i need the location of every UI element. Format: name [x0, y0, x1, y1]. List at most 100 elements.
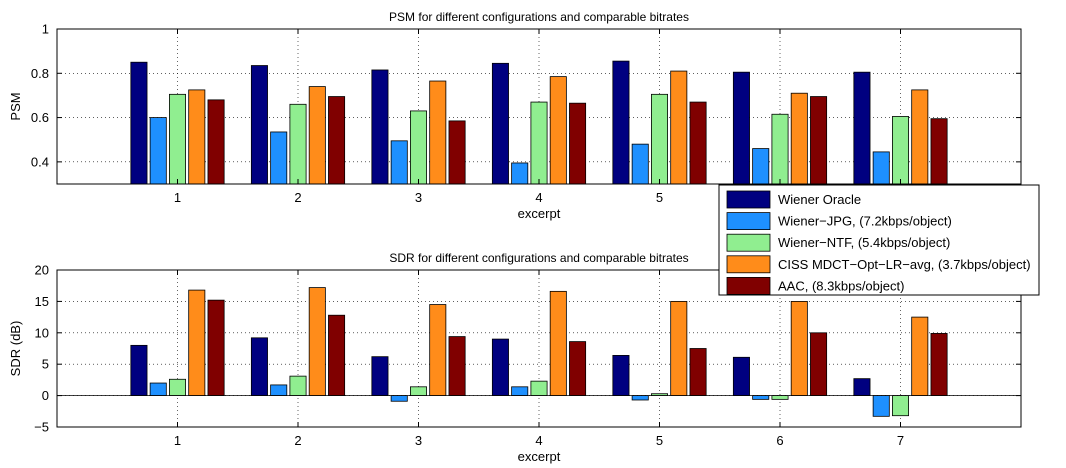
x-tick-label: 7 — [897, 433, 904, 448]
bar — [188, 89, 206, 185]
x-tick-label: 1 — [174, 433, 181, 448]
bar — [169, 378, 186, 397]
bar — [872, 395, 890, 417]
bar — [530, 101, 548, 185]
bar — [892, 116, 909, 185]
bar — [752, 148, 770, 185]
bar — [752, 395, 770, 400]
legend-label: CISS MDCT−Opt−LR−avg, (3.7kbps/object) — [778, 257, 1031, 272]
bar — [250, 65, 268, 185]
legend-label: Wiener−NTF, (5.4kbps/object) — [778, 235, 950, 250]
bar — [250, 337, 268, 397]
bar — [270, 384, 288, 397]
bar — [188, 289, 206, 397]
bar — [511, 162, 529, 185]
bar — [892, 395, 909, 417]
x-axis-label: excerpt — [518, 449, 561, 464]
bar — [491, 62, 509, 185]
bar — [930, 118, 948, 185]
bar — [390, 395, 408, 402]
bar — [328, 314, 346, 397]
psm-chart: PSM for different configurations and com… — [8, 10, 1022, 221]
legend-label: Wiener−JPG, (7.2kbps/object) — [778, 214, 952, 229]
y-tick-label: 20 — [35, 263, 49, 278]
y-tick-label: 10 — [35, 325, 49, 340]
x-tick-label: 5 — [656, 190, 663, 205]
bar — [149, 382, 167, 397]
legend-label: AAC, (8.3kbps/object) — [778, 278, 904, 293]
x-tick-label: 1 — [174, 190, 181, 205]
x-tick-label: 3 — [415, 190, 422, 205]
bar — [569, 341, 587, 397]
bar — [410, 110, 427, 185]
bar — [771, 113, 789, 185]
x-axis-label: excerpt — [518, 206, 561, 221]
bar — [410, 386, 427, 397]
bar — [732, 71, 750, 185]
x-tick-label: 5 — [656, 433, 663, 448]
bar — [289, 103, 307, 185]
bar — [569, 102, 587, 185]
chart-title: SDR for different configurations and com… — [389, 251, 688, 265]
y-tick-label: 0.8 — [31, 66, 49, 81]
bar — [149, 117, 167, 185]
bar — [732, 356, 750, 396]
bar — [207, 99, 225, 185]
bar — [530, 380, 548, 397]
y-axis-label: PSM — [8, 92, 23, 120]
legend-swatch — [726, 233, 771, 252]
legend-swatch — [726, 276, 771, 295]
bar — [371, 69, 389, 185]
bar — [853, 71, 871, 185]
legend-swatch — [726, 212, 771, 231]
bar — [631, 143, 649, 185]
bar — [549, 290, 567, 396]
legend-box — [718, 184, 1040, 296]
bar — [549, 76, 567, 185]
bar — [130, 61, 148, 185]
bar — [511, 386, 529, 397]
bar — [207, 299, 225, 397]
bar — [670, 300, 688, 396]
bar — [689, 348, 707, 396]
y-tick-label: 0 — [42, 388, 49, 403]
bar — [308, 86, 326, 185]
y-tick-label: 0.6 — [31, 110, 49, 125]
bar — [328, 96, 346, 185]
x-tick-label: 4 — [535, 433, 542, 448]
legend-label: Wiener Oracle — [778, 192, 861, 207]
bar — [612, 355, 630, 396]
bar — [853, 378, 871, 397]
y-axis-label: SDR (dB) — [8, 321, 23, 377]
bar — [308, 287, 326, 397]
y-tick-label: −5 — [34, 420, 49, 435]
bar — [930, 333, 948, 397]
x-tick-label: 4 — [535, 190, 542, 205]
bar — [429, 304, 447, 397]
bar — [390, 140, 408, 185]
bar — [371, 356, 389, 397]
bar — [810, 332, 828, 396]
bar — [911, 89, 929, 185]
bar — [670, 70, 688, 185]
bar — [289, 375, 307, 396]
y-tick-label: 0.4 — [31, 154, 49, 169]
bar — [631, 395, 649, 401]
bar — [872, 151, 890, 185]
x-tick-label: 6 — [776, 433, 783, 448]
bar — [810, 96, 828, 185]
bar — [612, 60, 630, 185]
legend-swatch — [726, 255, 771, 274]
x-tick-label: 2 — [294, 190, 301, 205]
bar — [169, 93, 186, 185]
bar — [689, 101, 707, 185]
legend: Wiener Oracle Wiener−JPG, (7.2kbps/object… — [718, 184, 1040, 296]
y-tick-label: 5 — [42, 357, 49, 372]
legend-swatch — [726, 190, 771, 209]
bar — [790, 92, 808, 185]
bar — [429, 80, 447, 185]
x-tick-label: 3 — [415, 433, 422, 448]
bar — [448, 120, 466, 185]
sdr-chart: SDR for different configurations and com… — [8, 251, 1022, 464]
